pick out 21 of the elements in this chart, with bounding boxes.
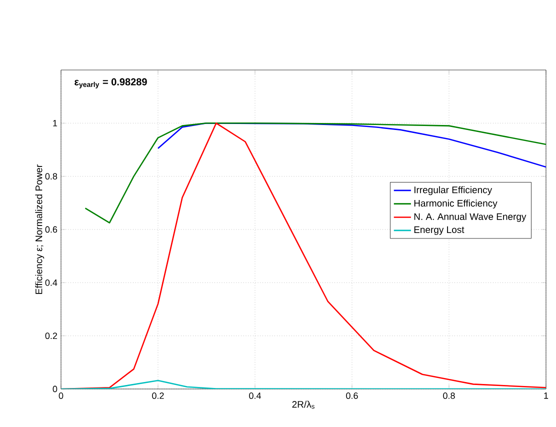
legend-label: N. A. Annual Wave Energy: [414, 213, 526, 222]
x-tick-label: 1: [544, 392, 548, 399]
x-tick-label: 0.8: [443, 392, 455, 399]
y-tick-label: 0.6: [45, 226, 58, 233]
legend-label: Harmonic Efficiency: [414, 200, 498, 208]
line-series: [84, 122, 546, 224]
legend-label: Irregular Efficiency: [414, 186, 492, 196]
annotation: ε$_{yearly}$ = 0.98289: [74, 78, 147, 88]
y-tick-label: 0: [52, 386, 58, 392]
line-series: [61, 380, 546, 389]
x-axis-title: 2R/λ$_{s}$: [292, 400, 314, 409]
y-tick-label: 1: [53, 120, 58, 126]
x-tick-label: 0.2: [152, 392, 164, 399]
y-tick-label: 0.4: [45, 279, 58, 286]
x-tick-label: 0.4: [249, 392, 261, 399]
legend-label: Energy Lost: [414, 226, 464, 235]
y-tick-label: 0.2: [45, 332, 58, 340]
y-tick-label: 0.8: [45, 173, 58, 180]
x-tick-label: 0: [58, 392, 64, 399]
x-tick-label: 0.6: [346, 392, 358, 399]
y-axis-title: Efficiency ε; Normalized Power: [35, 164, 44, 294]
